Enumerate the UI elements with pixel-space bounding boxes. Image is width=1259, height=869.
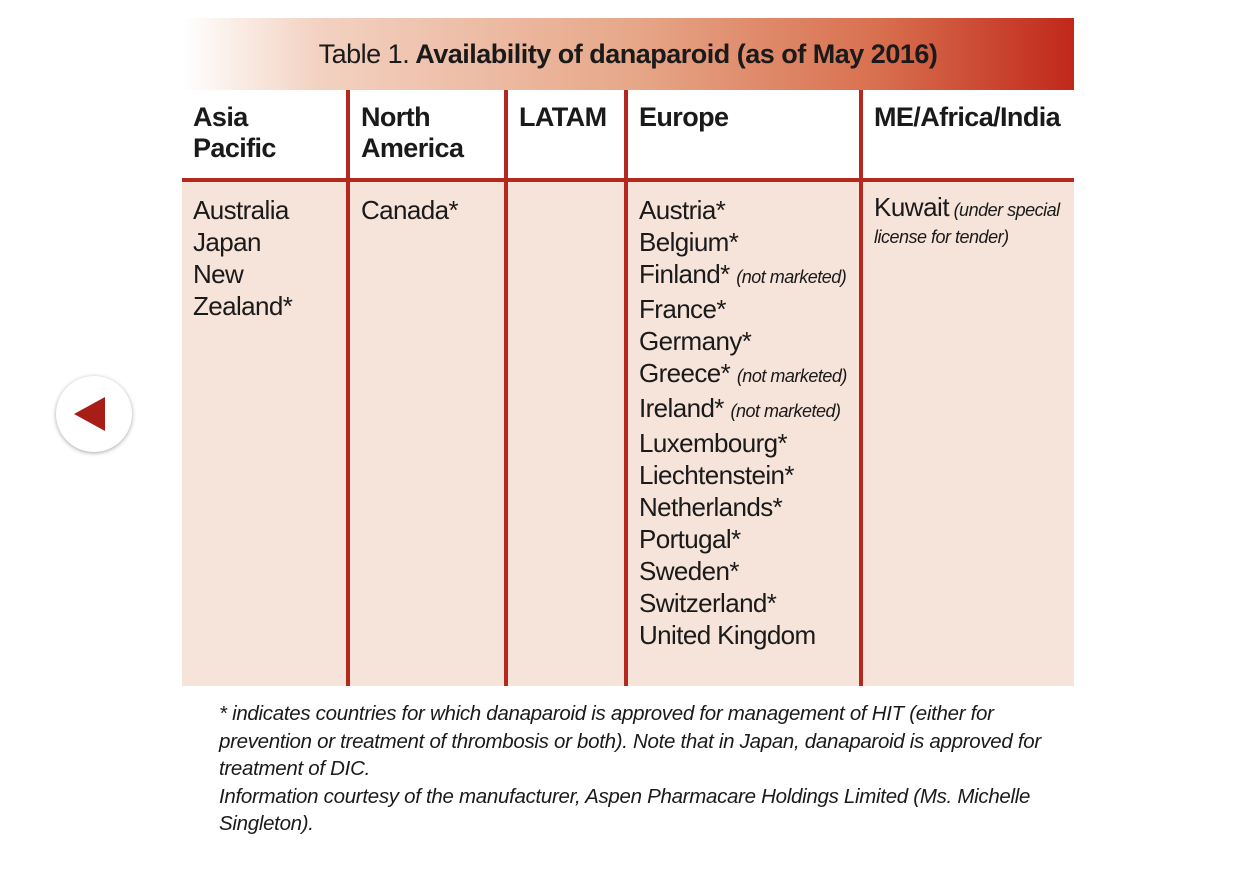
- country-item: Kuwait (under special license for tender…: [874, 194, 1064, 251]
- country-name: Kuwait: [874, 192, 950, 222]
- country-item: Greece* (not marketed): [639, 357, 849, 392]
- country-item: France*: [639, 293, 849, 325]
- country-item: Japan: [193, 227, 261, 257]
- country-item: New Zealand*: [193, 259, 293, 321]
- country-name: United Kingdom: [639, 620, 816, 650]
- availability-table: Table 1. Availability of danaparoid (as …: [182, 18, 1074, 686]
- country-item: Liechtenstein*: [639, 459, 849, 491]
- country-name: Belgium*: [639, 227, 739, 257]
- country-name: France*: [639, 294, 726, 324]
- back-button[interactable]: [56, 376, 132, 452]
- country-name: Portugal*: [639, 524, 741, 554]
- header-europe: Europe: [628, 90, 863, 182]
- header-north-america: North America: [350, 90, 508, 182]
- header-asia-pacific: Asia Pacific: [182, 90, 350, 182]
- cell-me-africa-india: Kuwait (under special license for tender…: [863, 182, 1074, 686]
- cell-europe: Austria* Belgium* Finland* (not marketed…: [628, 182, 863, 686]
- country-name: Ireland*: [639, 393, 724, 423]
- country-name: Liechtenstein*: [639, 460, 795, 490]
- country-item: Switzerland*: [639, 587, 849, 619]
- country-note: (not marketed): [730, 401, 841, 421]
- country-name: Austria*: [639, 195, 726, 225]
- footnote: * indicates countries for which danaparo…: [219, 700, 1079, 838]
- country-item: Belgium*: [639, 226, 849, 258]
- country-name: Switzerland*: [639, 588, 777, 618]
- country-item: Netherlands*: [639, 491, 849, 523]
- country-item: Canada*: [361, 195, 459, 225]
- country-note: (under special license for tender): [874, 200, 1060, 247]
- footnote-line: * indicates countries for which danaparo…: [219, 702, 1041, 780]
- country-item: Ireland* (not marketed): [639, 392, 849, 427]
- country-name: Netherlands*: [639, 492, 783, 522]
- country-name: Luxembourg*: [639, 428, 788, 458]
- table-title-main: Availability of danaparoid (as of May 20…: [415, 38, 938, 69]
- country-item: United Kingdom: [639, 619, 849, 651]
- cell-north-america: Canada*: [350, 182, 508, 686]
- country-item: Finland* (not marketed): [639, 258, 849, 293]
- header-latam: LATAM: [508, 90, 628, 182]
- country-name: Finland*: [639, 259, 730, 289]
- country-name: Greece*: [639, 358, 731, 388]
- country-name: Sweden*: [639, 556, 739, 586]
- country-item: Austria*: [639, 194, 849, 226]
- header-me-africa-india: ME/Africa/India: [863, 90, 1074, 182]
- triangle-left-icon: [74, 397, 105, 431]
- country-item: Luxembourg*: [639, 427, 849, 459]
- country-item: Germany*: [639, 325, 849, 357]
- country-item: Australia: [193, 195, 289, 225]
- cell-latam: [508, 182, 628, 686]
- table-grid: Asia Pacific North America LATAM Europe …: [182, 90, 1074, 686]
- table-title: Table 1. Availability of danaparoid (as …: [182, 18, 1074, 90]
- country-name: Germany*: [639, 326, 752, 356]
- country-note: (not marketed): [736, 366, 848, 386]
- country-note: (not marketed): [736, 267, 847, 287]
- country-item: Sweden*: [639, 555, 849, 587]
- country-item: Portugal*: [639, 523, 849, 555]
- table-title-prefix: Table 1.: [318, 38, 410, 69]
- cell-asia-pacific: Australia Japan New Zealand*: [182, 182, 350, 686]
- footnote-line: Information courtesy of the manufacturer…: [219, 784, 1031, 836]
